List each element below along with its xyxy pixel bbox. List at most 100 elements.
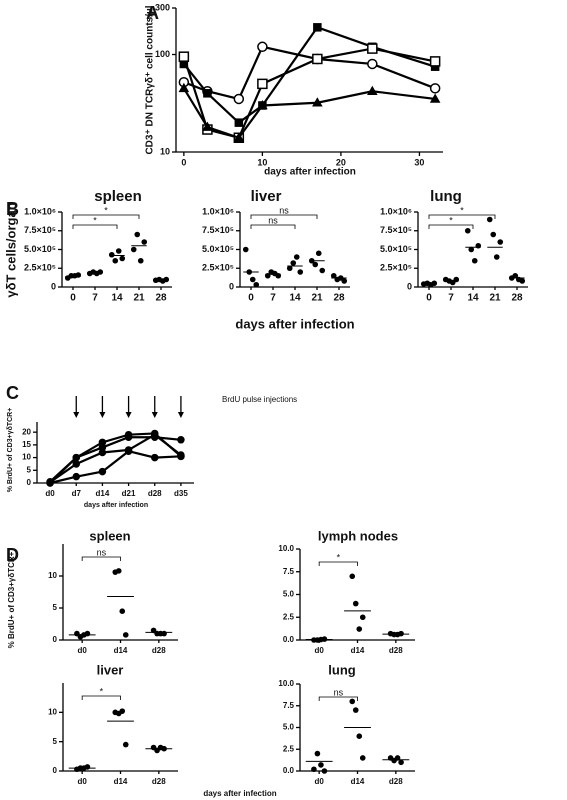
dot [493,254,500,260]
y-tick-label: 100 [155,49,170,59]
x-tick-label: 20 [336,157,346,167]
y-tick-label: 300 [155,2,170,12]
marker [233,132,245,142]
dot [314,750,321,757]
y-tick-label: 0 [53,766,58,775]
x-tick-label: d14 [96,489,110,498]
x-tick-label: d28 [148,489,162,498]
x-tick-label: d28 [389,777,403,786]
series-line [182,47,436,140]
bracket [81,556,121,561]
arrow-head [125,412,132,418]
marker [178,82,190,93]
y-tick-label: 7.5×10⁵ [380,225,412,235]
marker [72,453,80,462]
x-axis-label: days after infection [203,789,276,798]
marker [98,467,107,476]
marker [367,85,378,95]
x-tick-label: d0 [77,646,87,655]
x-tick-label: 28 [155,293,167,304]
y-tick-label: 10 [22,453,31,462]
x-tick-label: d14 [351,646,365,655]
marker [367,58,378,70]
dot [398,759,404,766]
y-axis-label: γδT cells/organ [3,202,18,297]
dot [359,614,366,621]
dot [318,762,324,768]
x-axis-label: days after infection [264,167,356,178]
dot [486,216,493,223]
dot [130,246,137,253]
y-tick-label: 2.5×10⁵ [380,263,412,273]
dot [512,272,519,279]
y-tick-label: 1.0×10⁶ [380,206,412,216]
x-tick-label: d28 [152,646,166,655]
x-tick-label: 21 [489,293,501,304]
chart-title: liver [251,188,282,205]
y-tick-label: 10 [48,707,57,716]
y-tick-label: 1.0×10⁶ [24,206,56,216]
arrow-head [73,412,80,418]
y-axis-label: % BrdU+ of CD3+γδTCR+ [7,408,14,493]
y-tick-label: 5.0 [283,590,295,599]
significance: ns [97,547,107,557]
y-tick-label: 2.5×10⁵ [202,263,234,273]
y-tick-label: 5.0×10⁵ [202,244,234,254]
dot [97,269,104,275]
dot [242,246,249,253]
dot [356,733,363,739]
panel-label: B [6,199,19,219]
bracket [428,224,474,229]
y-tick-label: 10.0 [278,544,294,553]
y-tick-label: 5.0 [283,723,295,732]
marker [429,83,441,94]
series-line [49,433,182,484]
marker [177,436,185,444]
dot [253,281,260,288]
dot [161,630,167,637]
y-tick-label: 5 [53,737,58,746]
x-tick-label: d14 [114,777,128,786]
marker [429,56,441,67]
y-tick-label: 2.5×10⁵ [24,263,56,273]
y-tick-label: 7.5 [283,567,295,576]
dot [286,265,293,272]
y-tick-label: 0 [53,635,58,644]
dot [330,272,337,279]
x-tick-label: 0 [181,157,186,167]
y-axis-label: % BrdU+ of CD3+γδTCR+ [7,551,16,648]
dot [352,600,359,607]
dot [311,766,317,773]
x-tick-label: d0 [314,777,324,786]
chart-title: spleen [94,188,142,205]
dot [108,251,115,258]
y-tick-label: 0 [27,478,32,487]
y-tick-label: 2.5 [283,744,295,753]
significance: * [460,205,464,215]
y-tick-label: 0 [407,281,412,291]
y-tick-label: 0 [229,281,234,291]
y-tick-label: 10 [48,571,57,580]
dot [297,269,304,275]
y-tick-label: 20 [22,427,31,436]
arrow-head [177,412,184,418]
significance: * [104,205,108,215]
chart-title: lymph nodes [318,528,398,543]
x-tick-label: 0 [426,293,432,304]
dot [115,248,122,254]
y-tick-label: 5.0×10⁵ [380,244,412,254]
y-tick-label: 7.5×10⁵ [202,225,234,235]
dot [349,698,356,705]
marker [312,53,323,65]
x-tick-label: d28 [152,777,166,786]
x-tick-label: 14 [467,293,479,304]
y-tick-label: 5.0×10⁵ [24,244,56,254]
dot [359,755,366,761]
dot [84,764,91,770]
x-tick-label: 21 [133,293,145,304]
y-axis-label: CD3⁺ DN TCRγδ⁺ cell counts/µl [145,5,156,154]
dot [84,630,91,637]
y-tick-label: 5 [53,603,58,612]
y-tick-label: 7.5 [283,701,295,710]
y-tick-label: 10 [160,146,170,156]
